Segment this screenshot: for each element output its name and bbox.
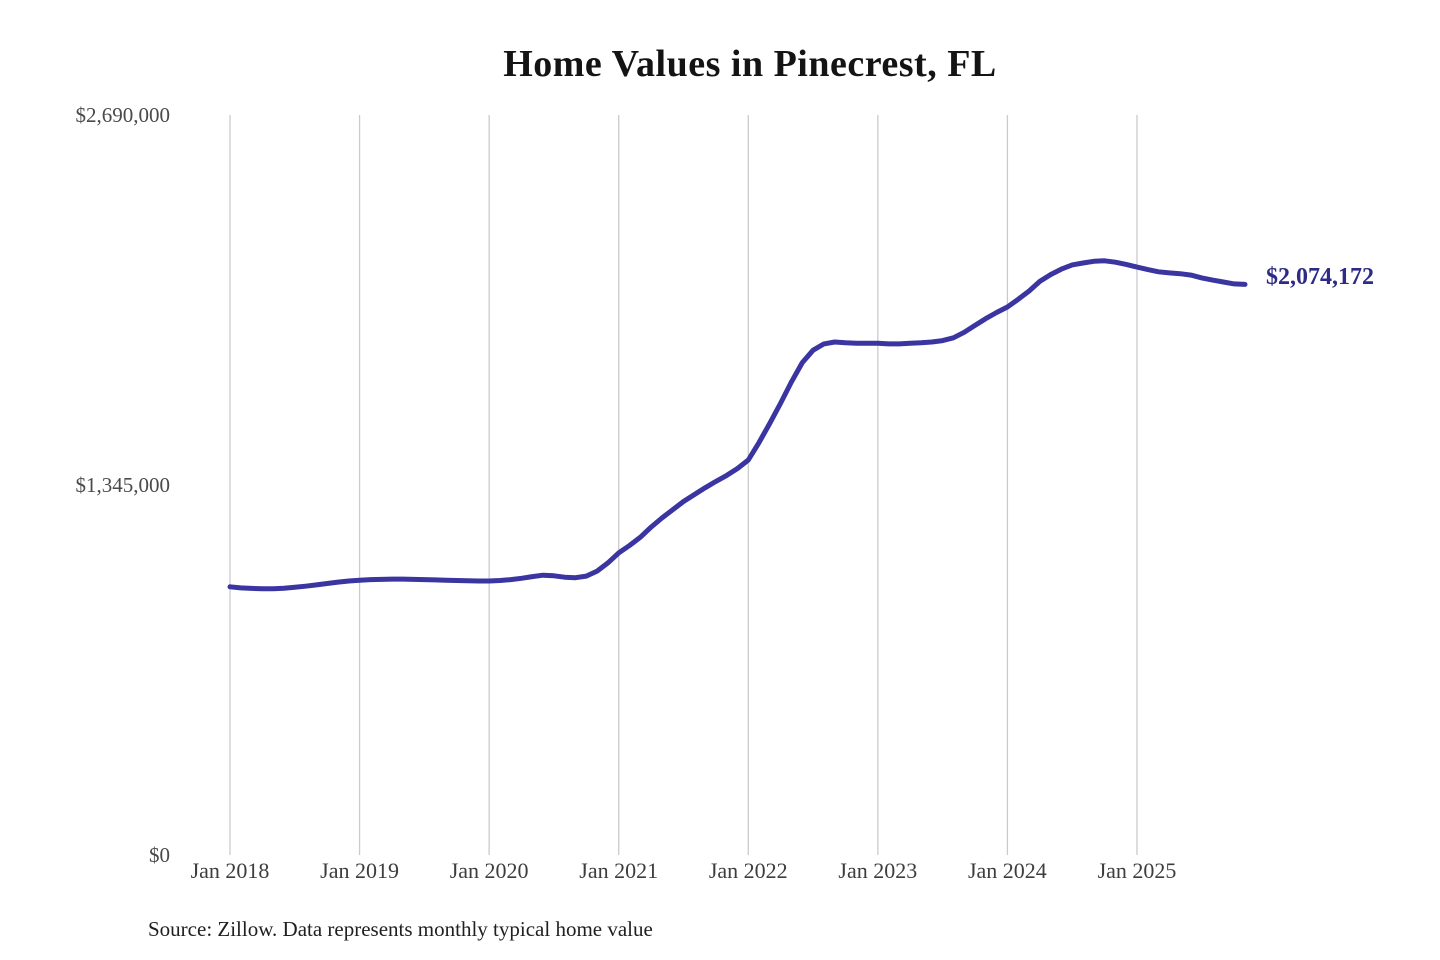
chart-title: Home Values in Pinecrest, FL: [503, 43, 997, 85]
x-axis-tick-label: Jan 2019: [320, 858, 399, 883]
home-value-line: [227, 258, 1248, 592]
x-axis-tick-label: Jan 2021: [579, 858, 659, 883]
y-axis-label-max: $2,690,000: [75, 103, 171, 127]
y-axis-label-zero: $0: [149, 843, 170, 867]
x-axis-tick-label: Jan 2023: [838, 858, 918, 883]
x-axis-tick-label: Jan 2020: [449, 858, 529, 883]
y-axis-label-mid: $1,345,000: [75, 473, 171, 497]
latest-value-label: $2,074,172: [1266, 264, 1374, 290]
x-axis-tick-label: Jan 2025: [1097, 858, 1177, 883]
source-note: Source: Zillow. Data represents monthly …: [148, 917, 653, 941]
x-axis-tick-label: Jan 2022: [708, 858, 788, 883]
x-axis-tick-label: Jan 2024: [967, 858, 1047, 883]
x-axis-tick-label: Jan 2018: [190, 858, 270, 883]
